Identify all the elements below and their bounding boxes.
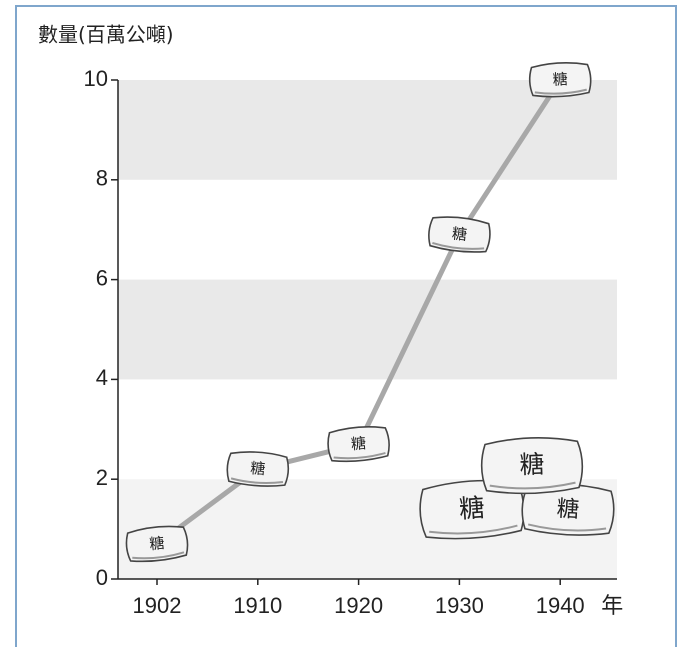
x-unit: 年 [601,594,623,619]
y-tick-label: 4 [96,365,108,390]
bag-label: 糖 [458,493,486,525]
bag-shape [521,483,615,536]
bag-shade [489,481,576,490]
x-tick-label: 1902 [133,593,182,618]
bag-shape [528,62,592,98]
bag-shade [132,551,185,560]
x-tick-label: 1910 [233,593,282,618]
x-tick-label: 1920 [334,593,383,618]
background-band [118,80,617,180]
y-tick-label: 0 [96,565,108,590]
y-tick-label: 10 [84,66,108,91]
bag-label: 糖 [519,450,545,480]
bag-shape [125,525,189,563]
bag-shade [230,477,284,484]
data-point: 糖 [528,62,592,98]
y-tick-label: 6 [96,265,108,290]
decor-bag: 糖 [480,437,584,495]
y-tick-label: 8 [96,166,108,191]
bag-label: 糖 [451,224,468,243]
bag-shape [226,451,290,487]
bag-label: 糖 [556,496,580,523]
bag-shade [429,524,518,535]
y-tick-label: 2 [96,465,108,490]
chart-title: 數量(百萬公噸) [38,23,174,47]
bag-shade [333,452,386,460]
x-tick-label: 1930 [435,593,484,618]
data-point: 糖 [226,451,290,487]
bag-label: 糖 [552,70,568,89]
data-point: 糖 [428,216,491,253]
bag-shape [480,437,584,495]
background-band [118,279,617,380]
x-tick-label: 1940 [536,593,585,618]
data-point: 糖 [125,525,189,563]
decor-bag: 糖 [521,483,615,536]
data-point: 糖 [327,426,390,463]
bag-shade [432,241,485,250]
frame [15,5,677,647]
bag-label: 糖 [250,459,266,478]
bag-shade [527,523,607,532]
bag-shape [428,216,491,253]
bag-label: 糖 [149,534,166,553]
bag-shape [327,426,390,463]
bag-label: 糖 [350,434,367,453]
bag-shade [534,88,587,95]
